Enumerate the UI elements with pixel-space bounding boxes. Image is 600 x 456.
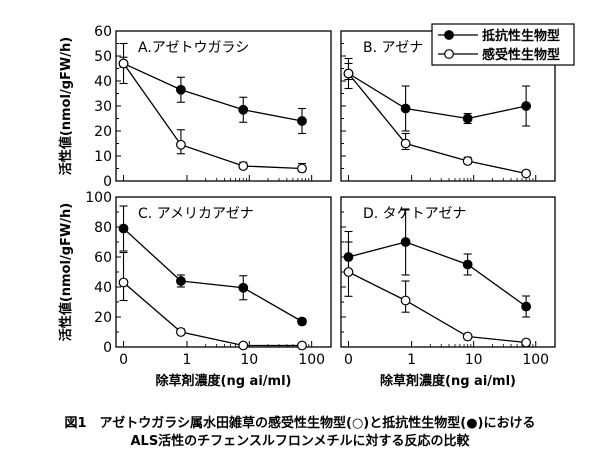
panel-title: A.アゼトウガラシ bbox=[138, 40, 249, 56]
data-point bbox=[238, 282, 249, 293]
x-tick-label: 10 bbox=[465, 352, 483, 368]
panel-title: C. アメリカアゼナ bbox=[138, 206, 254, 222]
x-tick-label: 1 bbox=[182, 352, 191, 368]
data-point bbox=[462, 331, 473, 342]
series-line bbox=[348, 241, 527, 308]
legend-label-susceptible: 感受性生物型 bbox=[482, 47, 560, 63]
data-point bbox=[521, 301, 532, 312]
legend-marker-susceptible bbox=[444, 49, 454, 59]
data-point bbox=[462, 259, 473, 270]
data-point bbox=[297, 316, 307, 327]
data-point bbox=[521, 168, 532, 179]
y-tick-label: 0 bbox=[103, 340, 112, 356]
series-line bbox=[348, 72, 527, 120]
series-line bbox=[122, 63, 303, 170]
data-point bbox=[238, 161, 249, 171]
data-point bbox=[176, 327, 186, 337]
y-axis-label: 活性値(nmol/gFW/h) bbox=[58, 203, 74, 341]
data-point bbox=[238, 104, 249, 115]
x-tick-label: 100 bbox=[522, 352, 549, 368]
y-tick-label: 30 bbox=[94, 99, 112, 115]
chart-panel-2: B. アゼナ bbox=[340, 30, 556, 182]
data-point bbox=[118, 223, 129, 234]
series-line bbox=[348, 271, 527, 344]
y-tick-label: 0 bbox=[103, 174, 112, 190]
figure-caption-line-2: ALS活性のチフェンスルフロンメチルに対する反応の比較 bbox=[130, 434, 470, 449]
data-point bbox=[118, 58, 129, 69]
series-susceptible bbox=[118, 251, 307, 351]
series-susceptible bbox=[118, 56, 307, 174]
x-tick-label: 0 bbox=[344, 352, 353, 368]
series-resistant bbox=[343, 208, 532, 318]
series-resistant bbox=[118, 205, 307, 327]
y-tick-label: 100 bbox=[85, 190, 112, 206]
data-point bbox=[462, 156, 473, 166]
y-tick-label: 60 bbox=[94, 250, 112, 266]
y-tick-label: 40 bbox=[94, 280, 112, 296]
y-tick-label: 20 bbox=[94, 124, 112, 140]
y-tick-label: 60 bbox=[94, 24, 112, 40]
y-tick-label: 40 bbox=[94, 74, 112, 90]
data-point bbox=[297, 340, 307, 351]
series-resistant bbox=[118, 42, 307, 135]
data-point bbox=[521, 101, 532, 111]
data-point bbox=[400, 295, 411, 306]
panel-title: B. アゼナ bbox=[363, 40, 423, 56]
legend-marker-resistant bbox=[444, 30, 454, 40]
data-point bbox=[297, 116, 307, 126]
legend-box bbox=[431, 23, 575, 66]
series-line bbox=[347, 73, 527, 175]
series-line bbox=[123, 62, 303, 122]
series-resistant bbox=[343, 57, 532, 132]
data-point bbox=[400, 237, 411, 247]
data-point bbox=[400, 138, 411, 149]
x-tick-label: 0 bbox=[119, 352, 128, 368]
x-axis-label: 除草剤濃度(ng ai/ml) bbox=[156, 373, 292, 389]
series-susceptible bbox=[343, 230, 532, 348]
series-line bbox=[123, 228, 303, 323]
y-axis-label: 活性値(nmol/gFW/h) bbox=[58, 37, 74, 175]
chart-panel-1: 0 10 20 30 40 50 60 活性値(nmol/gFW/h) A.アゼトウガラシ bbox=[58, 24, 332, 190]
chart-panel-3: 0 20 40 60 80 100 0 1 10 100 除草剤濃度(ng ai/ml) 活性値(nm… bbox=[58, 190, 332, 389]
x-tick-label: 100 bbox=[298, 352, 325, 368]
chart-panel-4: 0 1 10 100 除草剤濃度(ng ai/ml) D. タケトアゼナ bbox=[340, 196, 556, 389]
y-tick-label: 50 bbox=[94, 49, 112, 65]
data-point bbox=[400, 103, 411, 114]
x-tick-label: 10 bbox=[240, 352, 258, 368]
y-tick-label: 20 bbox=[94, 310, 112, 326]
data-point bbox=[118, 277, 129, 288]
data-point bbox=[343, 267, 354, 277]
data-point bbox=[297, 163, 307, 174]
y-tick-label: 10 bbox=[94, 149, 112, 165]
data-point bbox=[176, 276, 186, 286]
x-axis-label: 除草剤濃度(ng ai/ml) bbox=[380, 373, 516, 389]
series-susceptible bbox=[343, 62, 532, 179]
panel-title: D. タケトアゼナ bbox=[363, 206, 466, 222]
data-point bbox=[462, 113, 473, 124]
x-tick-label: 1 bbox=[407, 352, 416, 368]
data-point bbox=[176, 139, 186, 150]
legend-label-resistant: 抵抗性生物型 bbox=[482, 28, 560, 44]
y-tick-label: 80 bbox=[94, 220, 112, 236]
data-point bbox=[343, 68, 354, 79]
figure-caption-line-1: 図1 アゼトウガラシ属水田雑草の感受性生物型(○)と抵抗性生物型(●)における bbox=[64, 416, 536, 431]
data-point bbox=[521, 337, 532, 348]
data-point bbox=[238, 340, 249, 351]
series-line bbox=[123, 282, 302, 347]
data-point bbox=[176, 84, 186, 95]
